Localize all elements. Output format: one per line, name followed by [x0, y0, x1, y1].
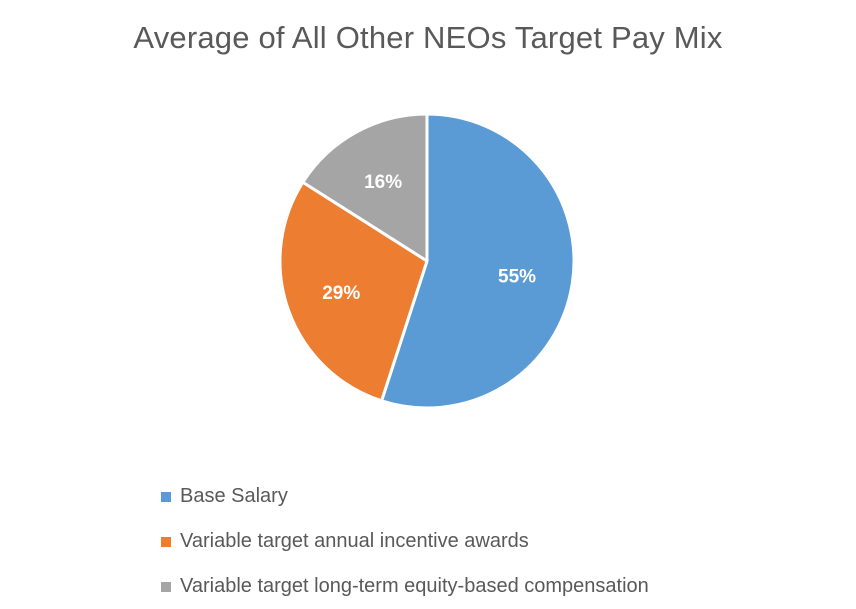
legend-swatch-icon — [161, 581, 171, 592]
chart-legend: Base Salary Variable target annual incen… — [161, 474, 649, 609]
legend-label: Variable target annual incentive awards — [180, 530, 529, 552]
legend-label: Variable target long-term equity-based c… — [180, 575, 649, 597]
slice-label-annual-incentive: 29% — [322, 283, 360, 304]
legend-label: Base Salary — [180, 485, 288, 507]
chart-title: Average of All Other NEOs Target Pay Mix — [133, 20, 723, 55]
pie-slices — [278, 112, 576, 410]
slice-annual-incentive — [278, 180, 429, 403]
slice-label-long-term-equity: 16% — [364, 172, 402, 193]
slice-label-base-salary: 55% — [498, 266, 536, 287]
legend-swatch-icon — [161, 536, 171, 547]
legend-item-base-salary: Base Salary — [161, 474, 649, 519]
legend-item-long-term-equity: Variable target long-term equity-based c… — [161, 564, 649, 609]
slice-long-term-equity — [301, 112, 429, 263]
legend-swatch-icon — [161, 491, 171, 502]
pie-slice-labels: 55% 29% 16% — [322, 172, 536, 304]
slice-base-salary — [380, 112, 576, 410]
legend-item-annual-incentive: Variable target annual incentive awards — [161, 519, 649, 564]
